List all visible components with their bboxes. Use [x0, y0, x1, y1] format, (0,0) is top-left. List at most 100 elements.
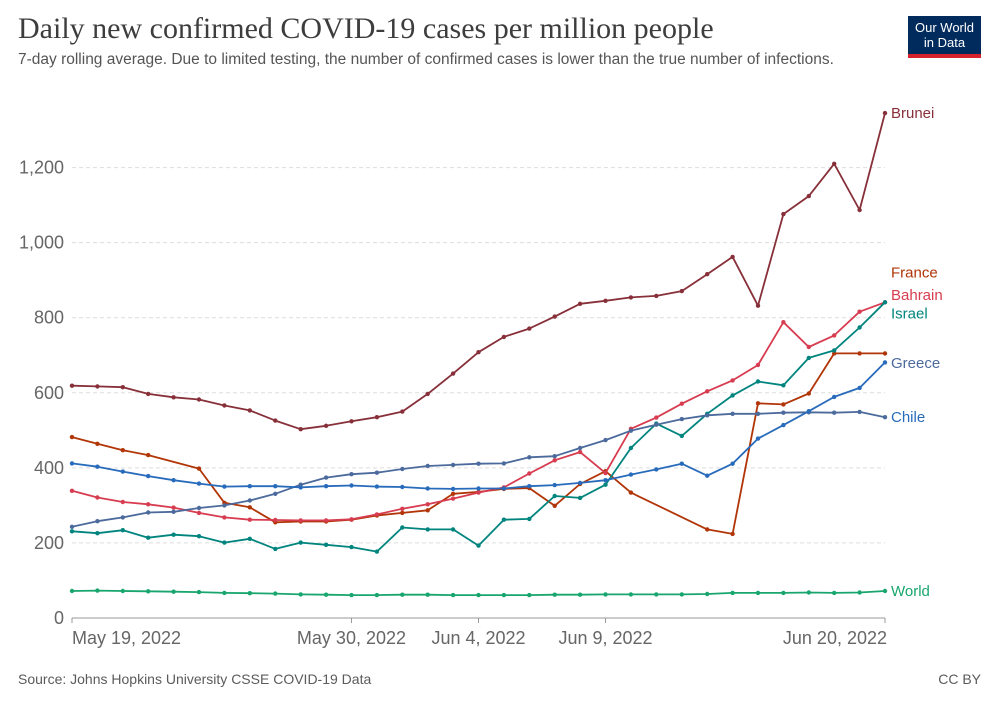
point-israel: [196, 534, 202, 539]
point-israel: [857, 325, 862, 330]
point-world: [69, 588, 75, 594]
point-israel: [577, 495, 583, 501]
point-brunei: [374, 415, 380, 420]
point-brunei: [552, 314, 557, 319]
point-chile: [603, 478, 608, 483]
point-chile: [730, 461, 735, 466]
point-israel: [146, 535, 151, 540]
point-france: [69, 434, 75, 440]
point-israel: [171, 532, 176, 537]
point-brunei: [501, 334, 507, 340]
series-labels: Brunei France Bahrain Israel Greece Chile Worl…: [891, 105, 943, 600]
point-france: [857, 351, 862, 356]
chart-subtitle: 7-day rolling average. Due to limited te…: [18, 51, 834, 68]
point-chile: [781, 422, 786, 428]
point-brunei: [196, 397, 202, 402]
point-israel: [400, 525, 405, 530]
point-world: [95, 588, 100, 593]
point-chile: [247, 484, 252, 489]
point-world: [755, 590, 761, 596]
label-brunei: Brunei: [891, 105, 934, 122]
point-bahrain: [705, 389, 710, 394]
point-chile: [273, 484, 278, 489]
point-brunei: [882, 110, 888, 116]
logo-line-1: Our World: [915, 20, 974, 35]
point-world: [298, 592, 303, 597]
point-greece: [120, 515, 126, 520]
point-greece: [603, 437, 608, 443]
license-link[interactable]: CC BY: [938, 671, 981, 687]
point-brunei: [323, 423, 329, 428]
x-tick-label: May 30, 2022: [297, 628, 406, 648]
line-france: [71, 352, 885, 535]
x-tick-label: Jun 4, 2022: [431, 628, 525, 648]
point-israel: [755, 379, 761, 384]
series-israel: [69, 300, 888, 554]
point-greece: [730, 411, 735, 416]
y-tick-label: 1,200: [19, 158, 64, 178]
point-chile: [146, 473, 151, 479]
point-israel: [450, 527, 456, 532]
point-bahrain: [476, 490, 481, 495]
label-bahrain: Bahrain: [891, 287, 943, 304]
point-world: [222, 590, 227, 596]
point-brunei: [857, 207, 862, 213]
point-brunei: [222, 403, 227, 408]
point-greece: [679, 416, 684, 422]
point-chile: [222, 484, 227, 489]
point-world: [146, 589, 151, 594]
point-bahrain: [603, 470, 608, 476]
point-brunei: [755, 303, 761, 308]
point-world: [730, 590, 735, 596]
x-tick-label: May 19, 2022: [72, 628, 181, 648]
point-israel: [273, 546, 278, 552]
point-israel: [781, 383, 786, 388]
point-greece: [755, 411, 761, 416]
point-israel: [95, 531, 100, 536]
y-tick-label: 0: [54, 608, 64, 628]
point-bahrain: [400, 506, 405, 511]
point-brunei: [400, 409, 405, 414]
point-france: [628, 490, 634, 495]
point-brunei: [171, 395, 176, 400]
point-world: [476, 592, 481, 598]
point-world: [857, 590, 862, 595]
chart-title: Daily new confirmed COVID-19 cases per m…: [18, 12, 714, 45]
point-france: [781, 402, 786, 407]
point-greece: [247, 498, 252, 503]
point-bahrain: [679, 401, 684, 406]
point-chile: [374, 484, 380, 489]
point-greece: [222, 503, 227, 508]
point-israel: [476, 543, 481, 548]
point-greece: [273, 491, 278, 496]
y-tick-label: 200: [34, 533, 64, 553]
point-france: [400, 510, 405, 516]
series-world: [69, 588, 888, 598]
point-chile: [171, 478, 176, 483]
point-brunei: [450, 371, 456, 376]
point-france: [730, 531, 735, 537]
point-chile: [450, 486, 456, 492]
point-israel: [552, 493, 557, 499]
point-bahrain: [146, 502, 151, 507]
point-world: [577, 592, 583, 597]
point-chile: [654, 467, 659, 472]
point-chile: [679, 461, 684, 466]
point-france: [120, 448, 126, 453]
our-world-in-data-logo[interactable]: Our World in Data: [908, 16, 981, 58]
point-chile: [501, 486, 507, 491]
point-greece: [628, 428, 634, 433]
point-bahrain: [527, 471, 532, 476]
point-france: [196, 466, 202, 471]
label-chile: Chile: [891, 409, 925, 426]
point-world: [120, 588, 126, 594]
point-israel: [882, 300, 888, 305]
series-lines: [69, 110, 888, 598]
point-greece: [146, 510, 151, 515]
point-greece: [450, 462, 456, 468]
point-greece: [476, 461, 481, 466]
point-bahrain: [552, 458, 557, 463]
point-world: [425, 592, 430, 597]
point-world: [400, 592, 405, 597]
point-world: [705, 591, 710, 597]
